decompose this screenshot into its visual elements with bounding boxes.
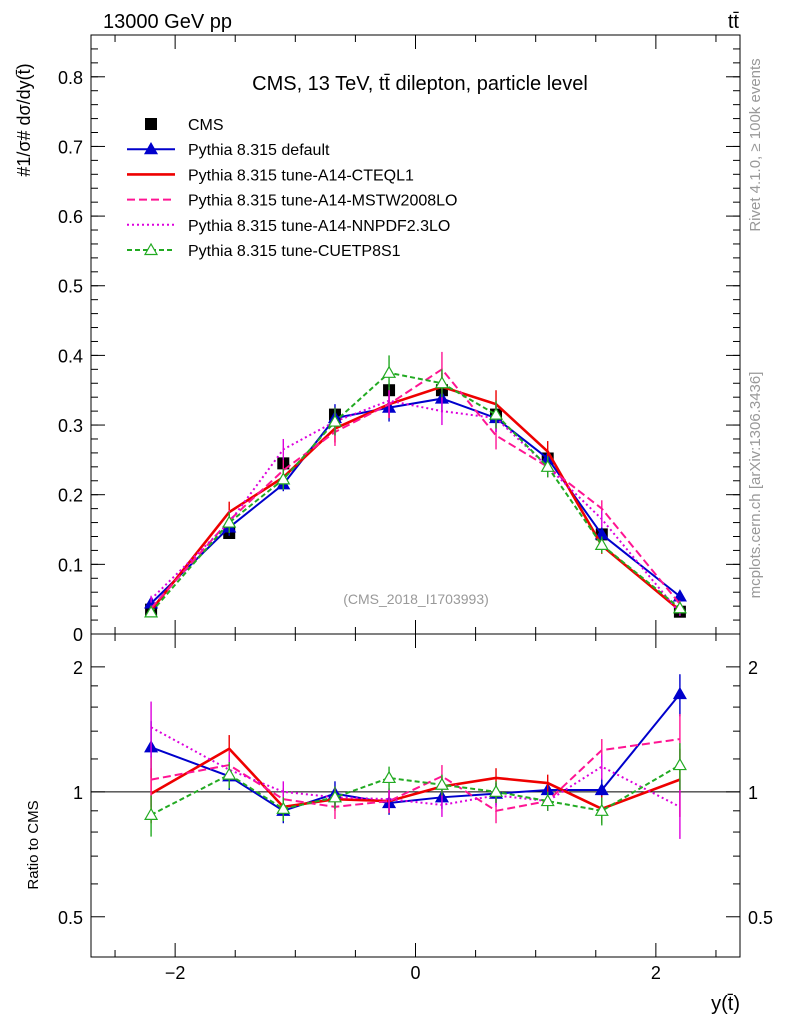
x-tick-label: 2 xyxy=(651,963,661,983)
y-tick-label: 0.5 xyxy=(58,277,83,297)
ratio-data-point xyxy=(382,770,397,784)
ratio-series-line xyxy=(150,693,681,812)
main-data-point xyxy=(276,472,291,485)
y-tick-label: 0.3 xyxy=(58,416,83,436)
ratio-data-point xyxy=(327,790,343,803)
legend-marker xyxy=(143,141,159,155)
y-tick-label: 0.4 xyxy=(58,346,83,366)
main-data-point xyxy=(144,605,159,618)
legend: CMS Pythia 8.315 default Pythia 8.315 tune… xyxy=(127,117,457,260)
energy-label: 13000 GeV pp xyxy=(103,11,232,33)
main-data-point xyxy=(222,515,237,528)
ratio-data-point xyxy=(222,767,237,780)
main-data-point xyxy=(434,376,449,389)
ratio-panel: −2 0 2 0.5 0.5 1 1 2 2 xyxy=(58,633,773,983)
main-series-line xyxy=(150,397,681,605)
main-data-point xyxy=(327,414,343,427)
x-tick-label: −2 xyxy=(165,963,186,983)
y-tick-label: 0.7 xyxy=(58,137,83,157)
chart-title: CMS, 13 TeV, tt̄ dilepton, particle leve… xyxy=(252,73,588,95)
main-panel: 0 0.1 0.2 0.3 0.4 0.5 0.6 0.7 0.8 xyxy=(58,34,741,645)
source-label: mcplots.cern.ch [arXiv:1306.3436] xyxy=(747,372,764,599)
x-axis-label: y(t̄) xyxy=(711,993,740,1015)
ratio-y-tick-label: 1 xyxy=(73,783,83,803)
ratio-data-point xyxy=(672,757,687,771)
ratio-data-point xyxy=(144,807,159,820)
main-data-point xyxy=(540,459,555,472)
ratio-y-tick-label: 0.5 xyxy=(748,908,773,928)
ratio-data-point xyxy=(594,803,609,816)
ratio-axis-label: Ratio to CMS xyxy=(25,800,42,889)
ratio-series-line xyxy=(150,764,681,816)
x-tick-label: 0 xyxy=(410,963,420,983)
analysis-label: (CMS_2018_I1703993) xyxy=(343,591,489,607)
legend-marker-cms xyxy=(145,118,157,130)
y-tick-label: 0 xyxy=(73,625,83,645)
ratio-data-point xyxy=(276,801,291,814)
ratio-data-point xyxy=(540,793,555,807)
legend-label: Pythia 8.315 tune-A14-CTEQL1 xyxy=(188,167,414,184)
ratio-y-tick-label: 1 xyxy=(748,783,758,803)
y-tick-label: 0.1 xyxy=(58,555,83,575)
main-data-point xyxy=(382,365,397,378)
ratio-y-tick-label: 2 xyxy=(748,658,758,678)
main-series-line xyxy=(150,371,681,614)
y-axis-label: #1/σ# dσ/dy(t̄) xyxy=(14,63,34,176)
main-series-line xyxy=(150,367,681,609)
ratio-data-point xyxy=(594,782,609,796)
ratio-data-point xyxy=(434,777,449,790)
legend-marker xyxy=(143,242,159,256)
main-data-point xyxy=(488,407,504,420)
legend-label: Pythia 8.315 tune-A14-MSTW2008LO xyxy=(188,193,457,210)
legend-label: Pythia 8.315 tune-A14-NNPDF2.3LO xyxy=(188,218,450,235)
legend-label: Pythia 8.315 tune-CUETP8S1 xyxy=(188,243,401,260)
ratio-series-line xyxy=(150,747,681,811)
main-data-point xyxy=(594,537,609,550)
ratio-data-point xyxy=(488,784,504,797)
main-series-line xyxy=(150,385,681,612)
ratio-data-point xyxy=(672,686,687,700)
process-label: tt̄ xyxy=(728,11,740,33)
rivet-label: Rivet 4.1.0, ≥ 100k events xyxy=(747,58,764,231)
legend-label: Pythia 8.315 default xyxy=(188,142,330,159)
y-tick-label: 0.2 xyxy=(58,486,83,506)
ratio-series-line xyxy=(150,738,681,812)
y-tick-label: 0.6 xyxy=(58,207,83,227)
ratio-series-line xyxy=(150,726,681,808)
ratio-y-tick-label: 0.5 xyxy=(58,908,83,928)
main-data-point xyxy=(672,601,687,614)
legend-label: CMS xyxy=(188,117,224,134)
y-tick-label: 0.8 xyxy=(58,68,83,88)
ratio-y-tick-label: 2 xyxy=(73,658,83,678)
